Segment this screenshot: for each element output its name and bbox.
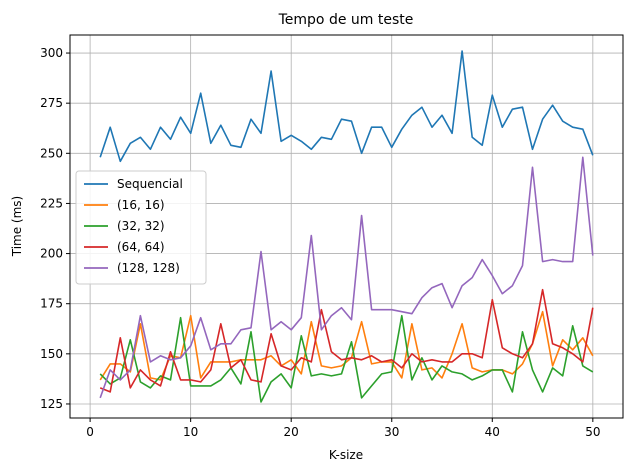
y-tick-label: 225 (40, 196, 63, 210)
x-tick-label: 30 (384, 425, 399, 439)
legend-label-1: (16, 16) (117, 198, 165, 212)
y-tick-label: 250 (40, 146, 63, 160)
legend-label-0: Sequencial (117, 177, 183, 191)
series-line-3 (99, 288, 594, 393)
grid-lines (70, 35, 623, 418)
x-tick-label: 10 (183, 425, 198, 439)
series-line-2 (99, 314, 594, 403)
y-tick-label: 125 (40, 397, 63, 411)
y-axis-label: Time (ms) (10, 196, 24, 258)
legend-label-3: (64, 64) (117, 240, 165, 254)
series-line-1 (99, 310, 594, 381)
legend-label-4: (128, 128) (117, 261, 180, 275)
series-line-4 (99, 156, 594, 399)
chart-title: Tempo de um teste (278, 12, 414, 28)
legend-label-2: (32, 32) (117, 219, 165, 233)
y-tick-label: 200 (40, 247, 63, 261)
x-tick-label: 20 (284, 425, 299, 439)
x-tick-label: 50 (585, 425, 600, 439)
x-tick-label: 40 (485, 425, 500, 439)
y-tick-label: 300 (40, 46, 63, 60)
x-axis: 0 10 20 30 40 50 (86, 418, 600, 439)
plot-frame (69, 34, 624, 419)
series-line-0 (99, 50, 594, 163)
y-tick-label: 275 (40, 96, 63, 110)
legend: Sequencial (16, 16) (32, 32) (64, 64) (128, … (75, 170, 207, 285)
y-tick-label: 175 (40, 297, 63, 311)
series-lines (99, 50, 594, 403)
legend-box (75, 170, 207, 285)
x-tick-label: 0 (86, 425, 94, 439)
x-axis-label: K-size (329, 448, 363, 462)
y-axis: 125 150 175 200 225 250 275 300 (40, 46, 70, 411)
y-tick-label: 150 (40, 347, 63, 361)
